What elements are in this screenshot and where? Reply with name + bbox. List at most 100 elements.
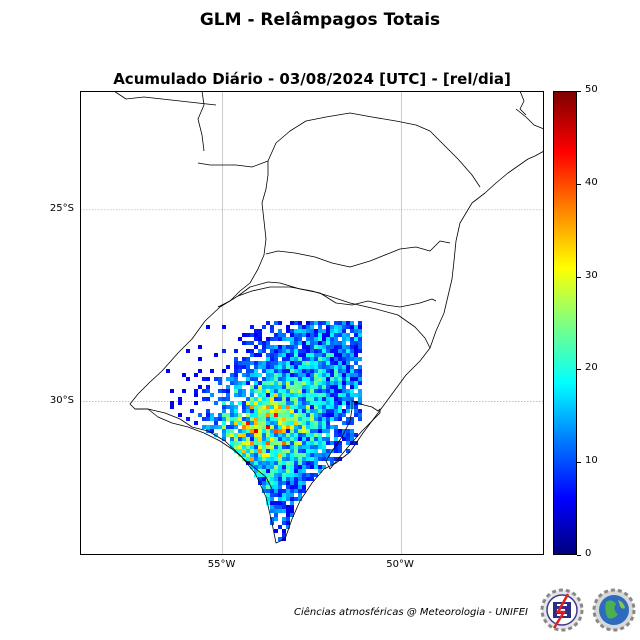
lightning-cell xyxy=(230,429,234,433)
lightning-cell xyxy=(302,465,306,469)
lightning-cell xyxy=(206,425,210,429)
lightning-cell xyxy=(270,373,274,377)
lightning-cell xyxy=(338,369,342,373)
lightning-cell xyxy=(254,329,258,333)
lightning-cell xyxy=(250,377,254,381)
colorbar-tick-mark xyxy=(577,369,581,371)
lightning-cell xyxy=(314,433,318,437)
lightning-cell xyxy=(218,381,222,385)
lightning-cell xyxy=(298,477,302,481)
lightning-cell xyxy=(226,377,230,381)
lightning-cell xyxy=(270,337,274,341)
lightning-cell xyxy=(318,321,322,325)
lightning-cell xyxy=(310,401,314,405)
lightning-cell xyxy=(250,417,254,421)
lightning-cell xyxy=(270,413,274,417)
lightning-cell xyxy=(314,429,318,433)
lightning-cell xyxy=(282,417,286,421)
lightning-cell xyxy=(246,333,250,337)
lightning-cell xyxy=(358,389,362,393)
lightning-cell xyxy=(298,465,302,469)
lightning-cell xyxy=(322,405,326,409)
lightning-cell xyxy=(306,389,310,393)
lightning-cell xyxy=(290,405,294,409)
lightning-cell xyxy=(322,341,326,345)
lightning-cell xyxy=(290,321,294,325)
lightning-cell xyxy=(306,349,310,353)
lightning-cell xyxy=(238,437,242,441)
lightning-cell xyxy=(282,433,286,437)
lightning-cell xyxy=(278,429,282,433)
lightning-cell xyxy=(278,453,282,457)
lightning-cell xyxy=(262,377,266,381)
lightning-cell xyxy=(310,325,314,329)
lightning-cell xyxy=(326,413,330,417)
lightning-cell xyxy=(338,457,342,461)
lightning-cell xyxy=(286,489,290,493)
lightning-cell xyxy=(302,349,306,353)
lightning-cell xyxy=(298,349,302,353)
lightning-cell xyxy=(270,325,274,329)
lightning-cell xyxy=(306,437,310,441)
lightning-cell xyxy=(330,397,334,401)
lightning-cell xyxy=(298,445,302,449)
lightning-cell xyxy=(322,385,326,389)
lightning-cell xyxy=(302,425,306,429)
lightning-cell xyxy=(294,393,298,397)
lightning-cell xyxy=(318,469,322,473)
lightning-cell xyxy=(282,401,286,405)
lightning-cell xyxy=(210,393,214,397)
lightning-cell xyxy=(246,437,250,441)
lightning-cell xyxy=(222,369,226,373)
lightning-cell xyxy=(298,405,302,409)
lightning-cell xyxy=(318,337,322,341)
lightning-cell xyxy=(258,329,262,333)
lightning-cell xyxy=(290,509,294,513)
lightning-cell xyxy=(286,417,290,421)
lightning-cell xyxy=(274,441,278,445)
lightning-cell xyxy=(254,421,258,425)
lightning-cell xyxy=(238,441,242,445)
lightning-cell xyxy=(294,497,298,501)
lightning-cell xyxy=(286,449,290,453)
lightning-cell xyxy=(330,345,334,349)
lightning-cell xyxy=(322,413,326,417)
lightning-cell xyxy=(282,333,286,337)
lightning-cell xyxy=(178,413,182,417)
lightning-cell xyxy=(318,405,322,409)
lightning-cell xyxy=(290,449,294,453)
lightning-cell xyxy=(262,437,266,441)
lightning-cell xyxy=(354,333,358,337)
lightning-cell xyxy=(350,325,354,329)
lightning-cell xyxy=(286,493,290,497)
lightning-cell xyxy=(222,421,226,425)
lightning-cell xyxy=(302,405,306,409)
lightning-cell xyxy=(326,377,330,381)
lightning-cell xyxy=(286,473,290,477)
lightning-cell xyxy=(314,473,318,477)
lightning-cell xyxy=(358,321,362,325)
lightning-cell xyxy=(334,393,338,397)
lightning-cell xyxy=(306,449,310,453)
lightning-cell xyxy=(334,333,338,337)
lightning-cell xyxy=(294,365,298,369)
lightning-cell xyxy=(274,389,278,393)
lightning-cell xyxy=(306,397,310,401)
lightning-cell xyxy=(282,477,286,481)
lightning-cell xyxy=(338,361,342,365)
lightning-cell xyxy=(194,389,198,393)
lightning-cell xyxy=(350,393,354,397)
lightning-cell xyxy=(266,461,270,465)
lightning-cell xyxy=(242,449,246,453)
lightning-cell xyxy=(302,365,306,369)
lightning-cell xyxy=(294,369,298,373)
lightning-cell xyxy=(202,397,206,401)
lightning-cell xyxy=(286,461,290,465)
lightning-cell xyxy=(282,469,286,473)
lightning-cell xyxy=(250,369,254,373)
lightning-cell xyxy=(202,425,206,429)
lightning-cell xyxy=(286,485,290,489)
lightning-cell xyxy=(298,333,302,337)
lightning-cell xyxy=(286,389,290,393)
lightning-cell xyxy=(302,377,306,381)
